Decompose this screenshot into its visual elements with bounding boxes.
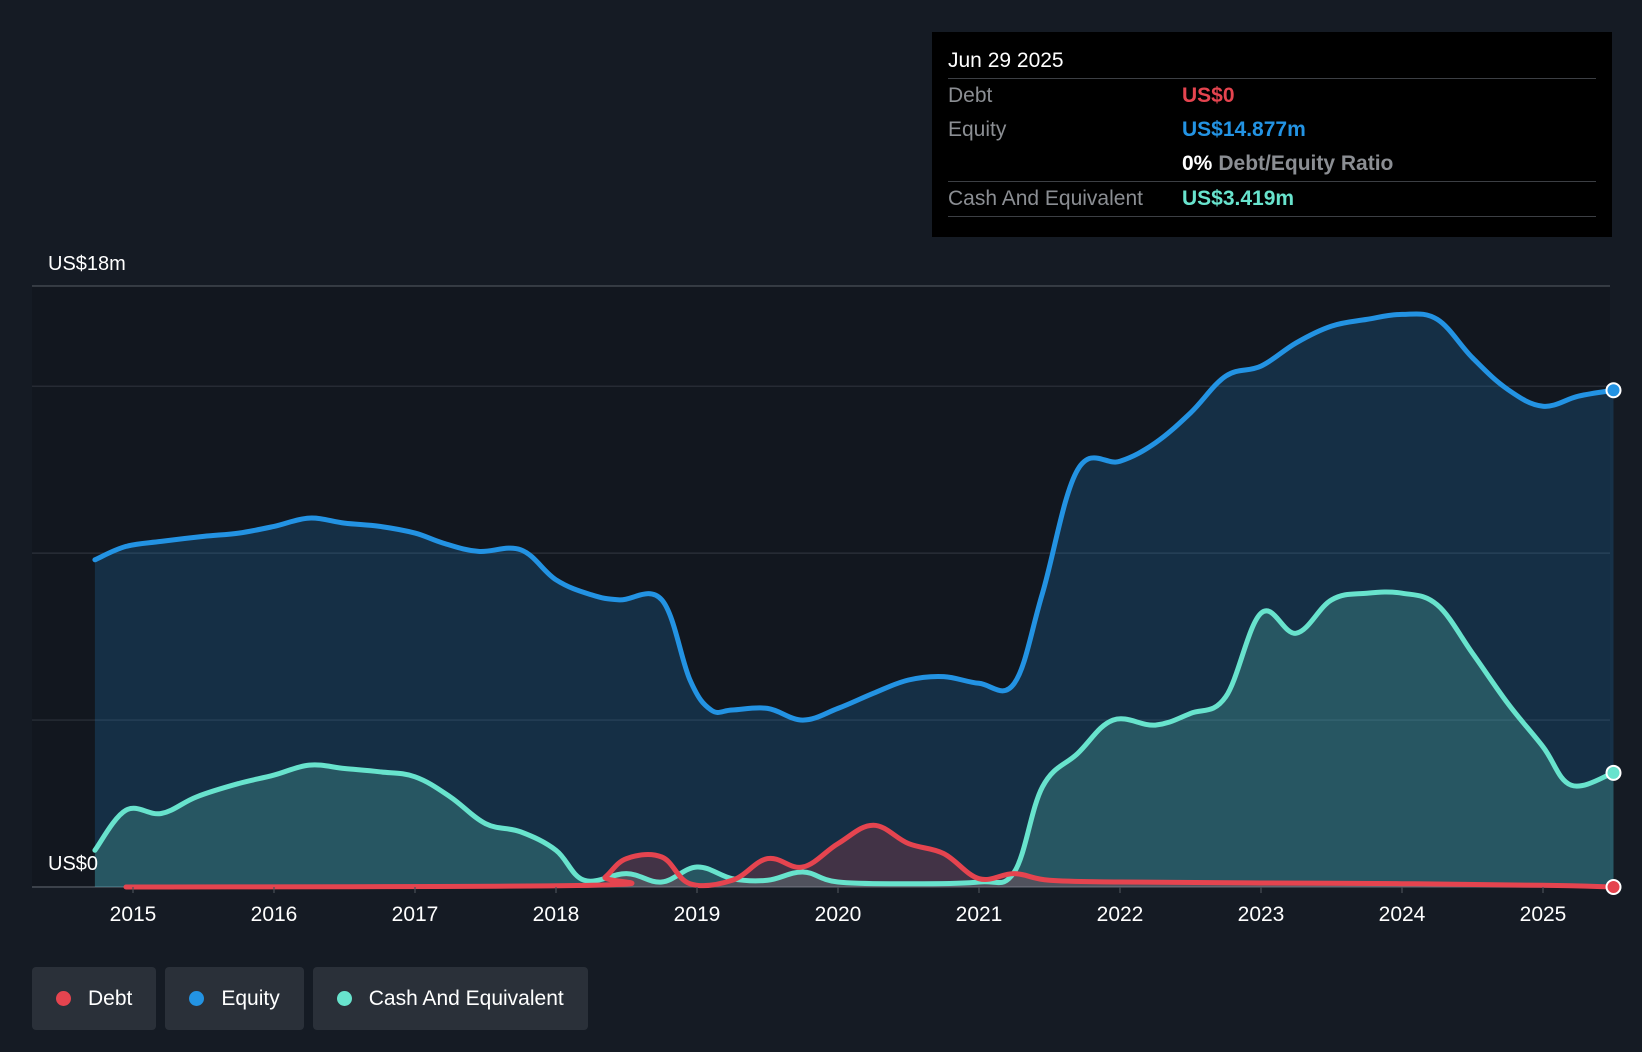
legend-debt-label: Debt (88, 986, 133, 1010)
tooltip-debt-label: Debt (948, 84, 993, 107)
cash-and-equivalent-area (94, 591, 1614, 887)
cash-and-equivalent-end-marker (1605, 764, 1622, 781)
tooltip-debt-value: US$0 (1182, 84, 1235, 107)
area-layer (94, 313, 1614, 887)
x-tick-label: 2017 (392, 903, 439, 926)
tooltip-row-ratio: 0% Debt/Equity Ratio (948, 147, 1596, 181)
x-tick-label: 2018 (533, 903, 580, 926)
debt-area (126, 825, 1614, 887)
x-tick-label: 2020 (815, 903, 862, 926)
y-axis-bottom-label: US$0 (48, 853, 98, 875)
x-tick-label: 2022 (1097, 903, 1144, 926)
line-layer (92, 311, 1622, 895)
tooltip-equity-value: US$14.877m (1182, 118, 1306, 141)
debt-dot-icon (56, 991, 71, 1006)
tooltip-equity-label: Equity (948, 118, 1007, 141)
x-tick-label: 2021 (956, 903, 1003, 926)
debt-end-marker (1605, 879, 1622, 895)
equity-area (94, 313, 1614, 887)
legend-cash-label: Cash And Equivalent (368, 986, 564, 1010)
tooltip-panel: Jun 29 2025 Debt US$0 Equity US$14.877m … (932, 32, 1612, 237)
x-tick-label: 2024 (1379, 903, 1426, 926)
x-tick-label: 2023 (1238, 903, 1285, 926)
tooltip-ratio: 0% Debt/Equity Ratio (1182, 147, 1393, 181)
tooltip-cash-label: Cash And Equivalent (948, 187, 1143, 210)
legend-item-cash[interactable]: Cash And Equivalent (312, 967, 588, 1030)
legend-item-debt[interactable]: Debt (32, 967, 157, 1030)
x-tick-label: 2015 (110, 903, 157, 926)
tooltip-row-debt: Debt US$0 (948, 78, 1596, 113)
x-tick-label: 2025 (1520, 903, 1567, 926)
equity-line (92, 311, 1616, 723)
cash-dot-icon (336, 991, 352, 1006)
equity-end-marker (1605, 382, 1622, 399)
y-axis-top-label: US$18m (48, 253, 126, 275)
tooltip-ratio-percent: 0% (1182, 152, 1213, 175)
equity-dot-icon (189, 991, 205, 1006)
tick-layer: 2015 2016 2017 2018 2019 2020 2021 2022 2023 2024… (110, 887, 1567, 926)
cash-and-equivalent-line (92, 589, 1616, 887)
tooltip-row-equity: Equity US$14.877m (948, 113, 1596, 147)
legend-equity-label: Equity (221, 986, 280, 1010)
tooltip-cash-value: US$3.419m (1182, 187, 1295, 210)
tooltip-date: Jun 29 2025 (948, 49, 1064, 72)
tooltip-ratio-label: Debt/Equity Ratio (1218, 152, 1394, 175)
debt-line (123, 822, 1616, 890)
x-tick-label: 2019 (674, 903, 721, 926)
tooltip-row-cash: Cash And Equivalent US$3.419m (948, 181, 1596, 217)
legend-item-equity[interactable]: Equity (165, 967, 304, 1030)
x-tick-label: 2016 (251, 903, 298, 926)
chart-legend: Debt Equity Cash And Equivalent (32, 967, 588, 1030)
